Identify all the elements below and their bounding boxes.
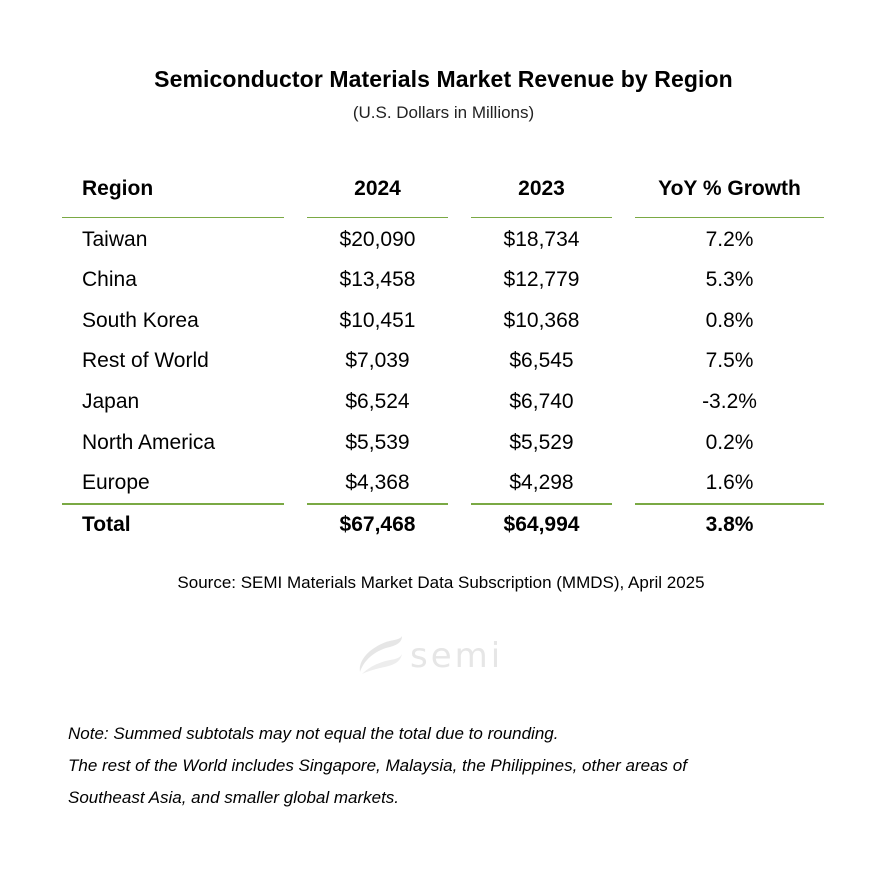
value-2023-cell: $6,545 xyxy=(509,349,574,372)
value-2024-cell: $10,451 xyxy=(339,309,416,332)
table-subtitle: (U.S. Dollars in Millions) xyxy=(352,103,535,122)
header-divider xyxy=(62,217,284,218)
header-divider xyxy=(307,217,448,218)
value-2023-cell: $5,529 xyxy=(509,431,574,454)
semi-logo: semi xyxy=(356,633,521,679)
value-2023-cell: $10,368 xyxy=(503,309,580,332)
yoy-cell: -3.2% xyxy=(702,390,757,413)
value-2024-cell: $4,368 xyxy=(345,471,410,494)
source-note: Source: SEMI Materials Market Data Subsc… xyxy=(177,573,705,592)
region-cell: Rest of World xyxy=(82,349,209,372)
total-2023: $64,994 xyxy=(503,513,580,536)
header-divider xyxy=(635,217,824,218)
region-cell: South Korea xyxy=(82,309,199,332)
yoy-cell: 0.8% xyxy=(705,309,754,332)
header-2024: 2024 xyxy=(354,177,401,200)
total-divider xyxy=(635,503,824,505)
region-cell: North America xyxy=(82,431,216,454)
region-cell: Japan xyxy=(82,390,140,413)
header-yoy-growth: YoY % Growth xyxy=(658,177,801,200)
yoy-cell: 1.6% xyxy=(705,471,754,494)
yoy-cell: 0.2% xyxy=(705,431,754,454)
total-divider xyxy=(307,503,448,505)
header-region: Region xyxy=(82,177,154,200)
region-cell: China xyxy=(82,268,137,291)
region-cell: Taiwan xyxy=(82,228,148,251)
header-2023: 2023 xyxy=(518,177,565,200)
total-divider xyxy=(62,503,284,505)
total-2024: $67,468 xyxy=(339,513,416,536)
total-divider xyxy=(471,503,612,505)
header-divider xyxy=(471,217,612,218)
value-2024-cell: $5,539 xyxy=(345,431,410,454)
value-2024-cell: $6,524 xyxy=(345,390,410,413)
footnote: Note: Summed subtotals may not equal the… xyxy=(68,724,559,743)
value-2023-cell: $18,734 xyxy=(503,228,580,251)
yoy-cell: 5.3% xyxy=(705,268,754,291)
footnote: Southeast Asia, and smaller global marke… xyxy=(68,788,400,807)
footnote: The rest of the World includes Singapore… xyxy=(68,756,687,775)
value-2023-cell: $6,740 xyxy=(509,390,574,413)
semi-swoosh-logo-icon xyxy=(356,632,404,681)
table-title: Semiconductor Materials Market Revenue b… xyxy=(154,66,733,92)
total-label: Total xyxy=(82,513,131,536)
yoy-cell: 7.2% xyxy=(705,228,754,251)
value-2024-cell: $13,458 xyxy=(339,268,416,291)
value-2024-cell: $7,039 xyxy=(345,349,410,372)
total-yoy: 3.8% xyxy=(705,513,754,536)
value-2023-cell: $4,298 xyxy=(509,471,574,494)
semi-wordmark: semi xyxy=(410,636,504,676)
value-2024-cell: $20,090 xyxy=(339,228,416,251)
yoy-cell: 7.5% xyxy=(705,349,754,372)
value-2023-cell: $12,779 xyxy=(503,268,580,291)
region-cell: Europe xyxy=(82,471,150,494)
